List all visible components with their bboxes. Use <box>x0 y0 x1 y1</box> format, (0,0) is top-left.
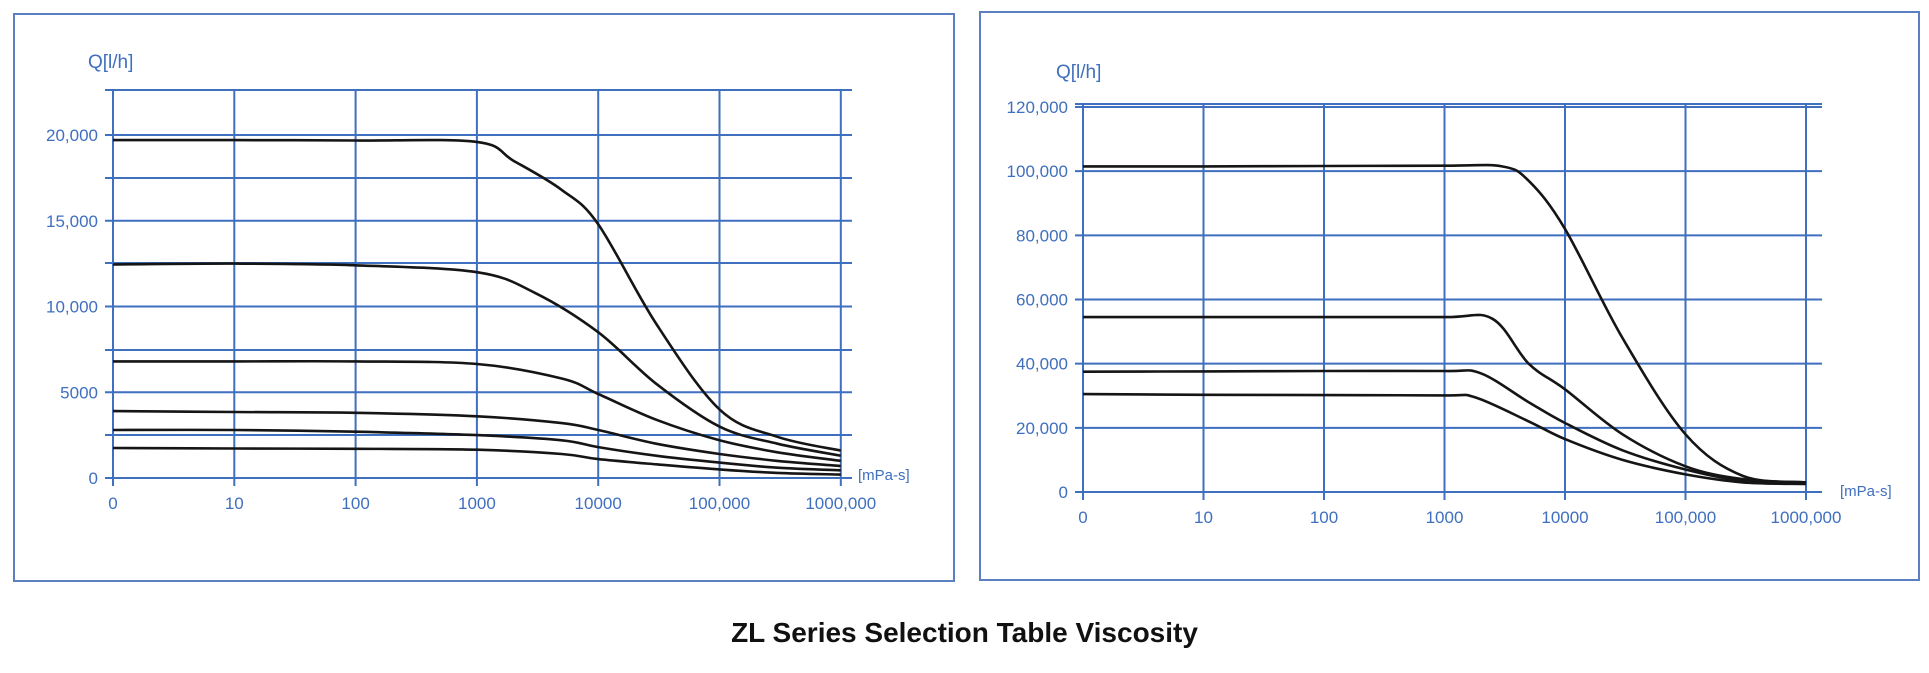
chart-left-curve-3 <box>112 359 841 463</box>
chart-right-y-ticks: 0 20,000 40,000 60,000 80,000 100,000 120,000 <box>1007 98 1068 502</box>
chart-left-x-tick-label: 1000 <box>458 494 496 513</box>
chart-right-x-tick-label: 10 <box>1194 508 1213 527</box>
chart-right-x-tick-label: 10000 <box>1541 508 1588 527</box>
chart-left-y-tick-label: 15,000 <box>46 212 98 231</box>
chart-left-x-tick-label: 100 <box>341 494 369 513</box>
chart-left-x-tick-label: 100,000 <box>689 494 750 513</box>
chart-left-y-axis-label: Q[l/h] <box>88 52 133 73</box>
chart-left-x-tick-label: 10000 <box>575 494 622 513</box>
chart-right-y-axis-label: Q[l/h] <box>1056 62 1101 83</box>
chart-left-frame <box>13 13 955 582</box>
chart-left-curve-1 <box>113 138 842 452</box>
chart-right-curve-4 <box>1082 392 1807 486</box>
chart-left-curve-5 <box>112 428 841 472</box>
chart-right-y-tick-label: 80,000 <box>1016 226 1068 245</box>
chart-right-curve-3 <box>1082 369 1807 484</box>
chart-right-x-tick-label: 1000,000 <box>1771 508 1842 527</box>
chart-right-curve-2 <box>1082 313 1807 484</box>
chart-left-y-tick-label: 0 <box>89 469 98 488</box>
chart-left-curve-4 <box>112 409 841 468</box>
chart-left-y-ticks: 0 5000 10,000 15,000 20,000 <box>46 126 98 488</box>
chart-left-x-ticks: 0 10 100 1000 10000 100,000 1000,000 <box>108 494 876 513</box>
chart-right-y-tick-label: 60,000 <box>1016 291 1068 310</box>
chart-right-x-tick-label: 0 <box>1078 508 1087 527</box>
chart-left-curve-6 <box>112 446 841 476</box>
chart-right-curve-1 <box>1083 163 1807 484</box>
chart-right-x-unit: [mPa-s] <box>1840 483 1892 500</box>
chart-right-y-tick-label: 120,000 <box>1007 98 1068 117</box>
chart-right-y-tick-label: 0 <box>1059 483 1068 502</box>
chart-left-curve-2 <box>112 262 842 457</box>
chart-left-curves <box>112 138 842 476</box>
chart-left-x-tick-label: 0 <box>108 494 117 513</box>
chart-right-y-tick-label: 100,000 <box>1007 162 1068 181</box>
chart-left-x-tick-label: 10 <box>225 494 244 513</box>
chart-right-curves <box>1082 163 1807 486</box>
chart-left: 0 10 100 1000 10000 100,000 1000,000 0 5000 10,0… <box>13 13 955 582</box>
chart-right-y-tick-label: 40,000 <box>1016 355 1068 374</box>
chart-right: 0 10 100 1000 10000 100,000 1000,000 0 20,000 40… <box>979 11 1920 581</box>
chart-right-x-tick-label: 100 <box>1310 508 1338 527</box>
chart-right-frame <box>979 11 1920 581</box>
chart-left-y-tick-label: 10,000 <box>46 298 98 317</box>
chart-right-x-ticks: 0 10 100 1000 10000 100,000 1000,000 <box>1078 508 1841 527</box>
chart-right-x-tick-label: 1000 <box>1426 508 1464 527</box>
chart-left-y-tick-label: 20,000 <box>46 126 98 145</box>
figure-caption: ZL Series Selection Table Viscosity <box>731 617 1198 648</box>
chart-right-y-tick-label: 20,000 <box>1016 419 1068 438</box>
chart-left-x-tick-label: 1000,000 <box>805 494 876 513</box>
chart-left-x-unit: [mPa-s] <box>858 467 910 484</box>
chart-left-y-tick-label: 5000 <box>60 383 98 402</box>
chart-right-x-tick-label: 100,000 <box>1655 508 1716 527</box>
